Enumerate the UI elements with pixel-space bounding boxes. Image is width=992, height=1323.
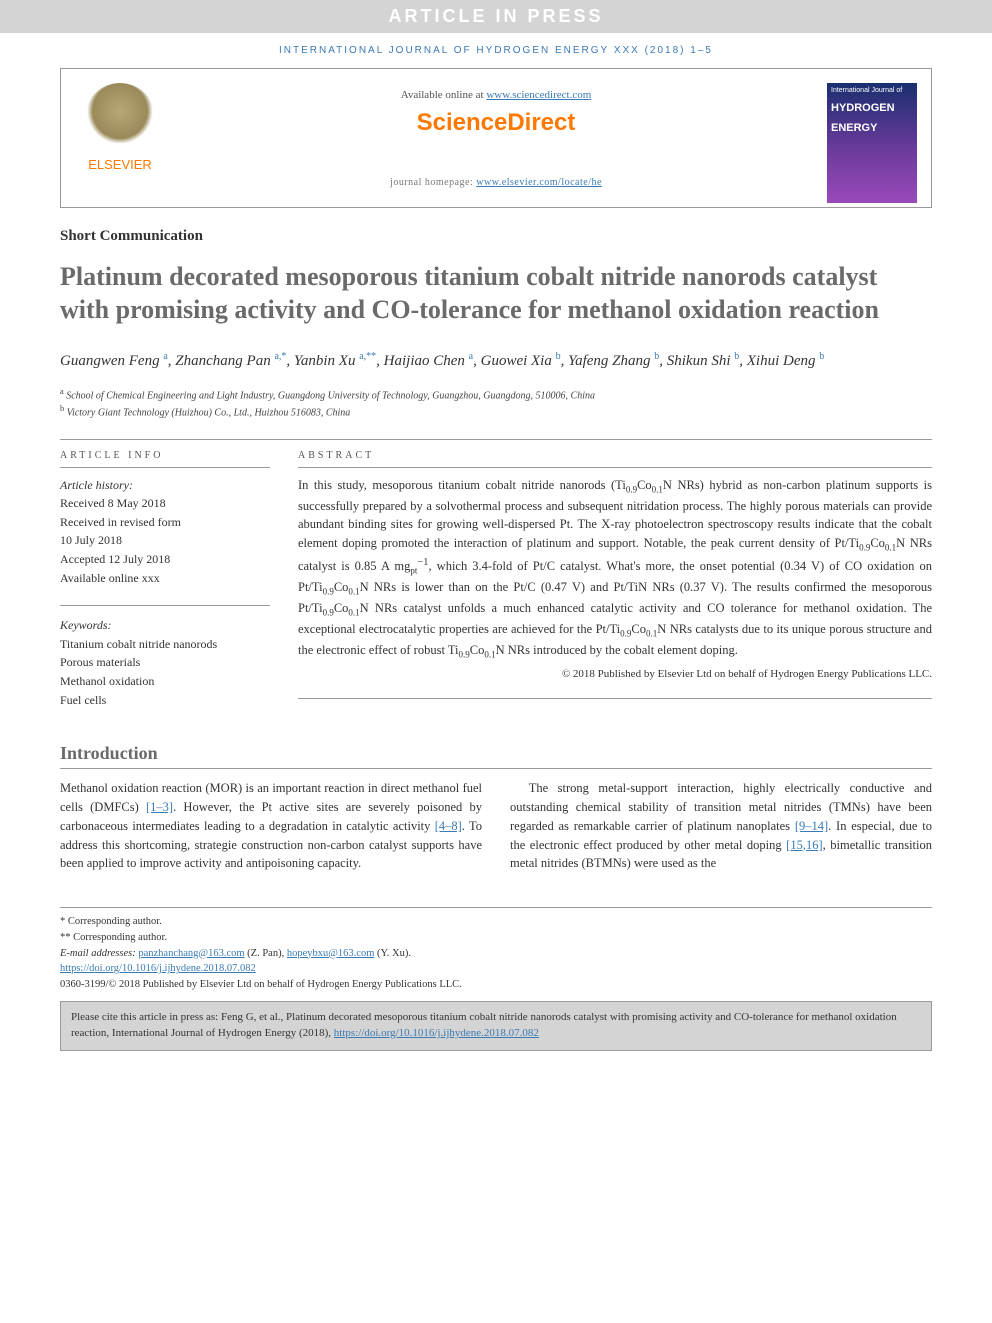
emails-label: E-mail addresses: — [60, 948, 138, 959]
article-title: Platinum decorated mesoporous titanium c… — [60, 261, 932, 326]
intro-p2: The strong metal-support interaction, hi… — [510, 779, 932, 873]
ref-link[interactable]: [4–8] — [435, 819, 462, 833]
cite-doi-link[interactable]: https://doi.org/10.1016/j.ijhydene.2018.… — [334, 1027, 539, 1039]
homepage-url[interactable]: www.elsevier.com/locate/he — [476, 177, 602, 188]
corresponding-1: * Corresponding author. — [60, 914, 932, 930]
keyword-item: Methanol oxidation — [60, 672, 270, 691]
email-name: (Z. Pan), — [245, 948, 287, 959]
emails-line: E-mail addresses: panzhanchang@163.com (… — [60, 946, 932, 962]
footnotes: * Corresponding author. ** Corresponding… — [60, 907, 932, 993]
keywords-block: Keywords: Titanium cobalt nitride nanoro… — [60, 616, 270, 709]
email-link[interactable]: panzhanchang@163.com — [138, 948, 244, 959]
elsevier-text: ELSEVIER — [75, 157, 165, 172]
ref-link[interactable]: [15,16] — [786, 838, 822, 852]
article-info-head: ARTICLE INFO — [60, 450, 270, 468]
authors-line: Guangwen Feng a, Zhanchang Pan a,*, Yanb… — [60, 350, 932, 372]
homepage-prefix: journal homepage: — [390, 177, 476, 188]
elsevier-tree-icon — [85, 83, 155, 153]
article-history: Article history: Received 8 May 2018 Rec… — [60, 476, 270, 588]
header-box: ELSEVIER Available online at www.science… — [60, 68, 932, 208]
cite-article-box: Please cite this article in press as: Fe… — [60, 1001, 932, 1051]
affiliations: a School of Chemical Engineering and Lig… — [60, 386, 932, 421]
available-online-line: Available online at www.sciencedirect.co… — [81, 89, 911, 101]
keywords-label: Keywords: — [60, 616, 270, 635]
journal-citation-line: INTERNATIONAL JOURNAL OF HYDROGEN ENERGY… — [0, 33, 992, 68]
sciencedirect-url[interactable]: www.sciencedirect.com — [486, 89, 591, 101]
divider — [298, 698, 932, 699]
cover-title-2: ENERGY — [831, 122, 913, 134]
keyword-item: Fuel cells — [60, 691, 270, 710]
history-revised2: 10 July 2018 — [60, 531, 270, 550]
intro-body: Methanol oxidation reaction (MOR) is an … — [60, 779, 932, 873]
corresponding-2: ** Corresponding author. — [60, 930, 932, 946]
history-received: Received 8 May 2018 — [60, 494, 270, 513]
elsevier-logo: ELSEVIER — [75, 83, 165, 172]
abstract-copyright: © 2018 Published by Elsevier Ltd on beha… — [298, 668, 932, 680]
history-online: Available online xxx — [60, 569, 270, 588]
keyword-item: Titanium cobalt nitride nanorods — [60, 635, 270, 654]
cover-subtitle: International Journal of — [831, 87, 913, 94]
divider — [60, 439, 932, 440]
history-label: Article history: — [60, 476, 270, 495]
email-name: (Y. Xu). — [374, 948, 411, 959]
sciencedirect-brand: ScienceDirect — [81, 109, 911, 137]
article-type: Short Communication — [60, 228, 932, 245]
ref-link[interactable]: [1–3] — [146, 800, 173, 814]
keyword-item: Porous materials — [60, 653, 270, 672]
available-text: Available online at — [401, 89, 487, 101]
section-head-intro: Introduction — [60, 743, 932, 769]
abstract-head: ABSTRACT — [298, 450, 932, 468]
article-in-press-banner: ARTICLE IN PRESS — [0, 0, 992, 33]
email-link[interactable]: hopeybxu@163.com — [287, 948, 375, 959]
divider — [60, 605, 270, 606]
history-accepted: Accepted 12 July 2018 — [60, 550, 270, 569]
cover-title-1: HYDROGEN — [831, 102, 913, 114]
ref-link[interactable]: [9–14] — [795, 819, 828, 833]
abstract-text: In this study, mesoporous titanium cobal… — [298, 476, 932, 663]
history-revised1: Received in revised form — [60, 513, 270, 532]
issn-copyright: 0360-3199/© 2018 Published by Elsevier L… — [60, 977, 932, 993]
doi-link[interactable]: https://doi.org/10.1016/j.ijhydene.2018.… — [60, 963, 256, 974]
journal-cover-thumb: International Journal of HYDROGEN ENERGY — [827, 83, 917, 203]
intro-p1: Methanol oxidation reaction (MOR) is an … — [60, 779, 482, 873]
journal-homepage-line: journal homepage: www.elsevier.com/locat… — [81, 177, 911, 188]
